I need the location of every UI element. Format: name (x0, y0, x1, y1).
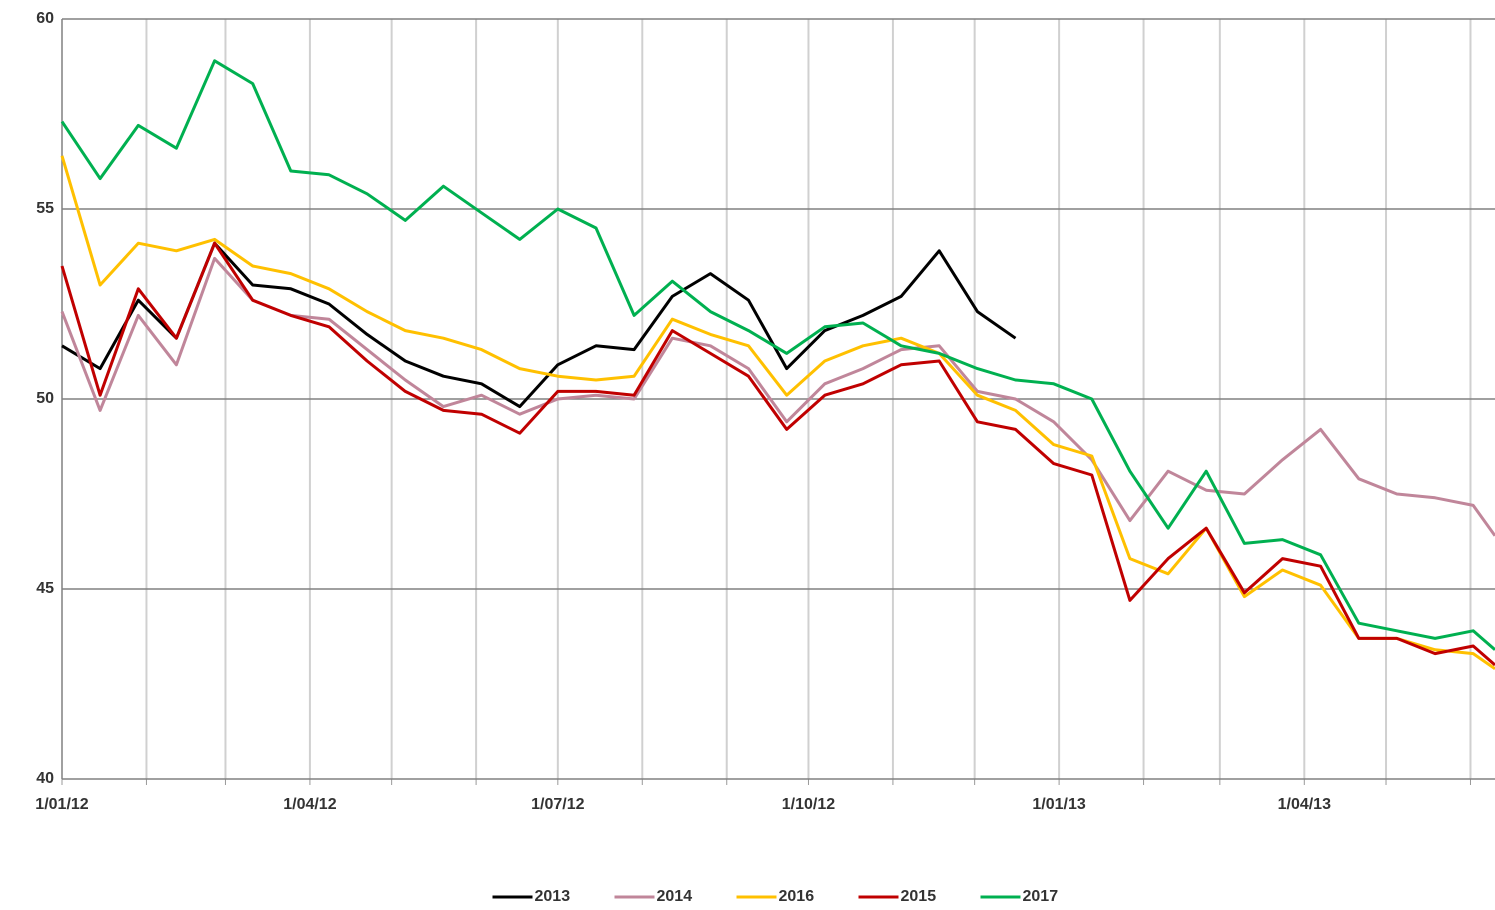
y-tick-label: 55 (36, 200, 54, 217)
x-tick-label: 1/01/13 (1032, 796, 1085, 813)
line-series (60, 155, 1495, 671)
legend-label: 2015 (901, 888, 937, 905)
y-tick-label: 50 (36, 390, 54, 407)
x-tick-label: 1/04/13 (1278, 796, 1331, 813)
line-series (60, 241, 1495, 667)
y-tick-label: 40 (36, 770, 54, 787)
x-tick-label: 1/07/12 (531, 796, 584, 813)
legend-label: 2013 (535, 888, 571, 905)
line-series (60, 59, 1495, 651)
y-tick-label: 45 (36, 580, 54, 597)
legend-label: 2014 (657, 888, 693, 905)
legend-label: 2017 (1023, 888, 1059, 905)
x-tick-label: 1/10/12 (782, 796, 835, 813)
x-tick-label: 1/04/12 (283, 796, 336, 813)
legend-label: 2016 (779, 888, 815, 905)
y-tick-label: 60 (36, 10, 54, 27)
x-tick-label: 1/01/12 (35, 796, 88, 813)
line-series (60, 256, 1495, 537)
